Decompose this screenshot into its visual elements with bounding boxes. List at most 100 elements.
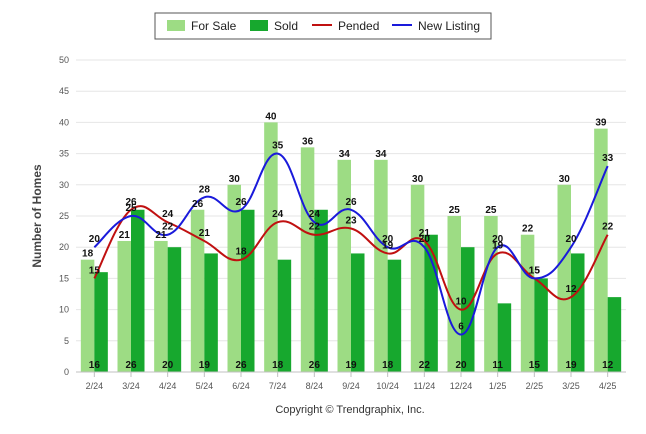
data-label-sold: 19: [345, 360, 357, 371]
data-label-pended: 22: [309, 222, 321, 233]
y-axis-label: Number of Homes: [30, 164, 44, 268]
legend-label-pended: Pended: [338, 19, 379, 33]
data-label-sold: 15: [529, 360, 541, 371]
data-label-for-sale: 22: [522, 224, 534, 235]
bar-sold: [314, 209, 328, 372]
data-label-for-sale: 21: [155, 230, 167, 241]
bar-sold: [461, 247, 475, 372]
bar-for-sale: [520, 234, 535, 372]
y-tick-label: 5: [64, 336, 69, 346]
data-label-for-sale: 30: [412, 174, 424, 185]
data-label-pended: 18: [235, 247, 247, 258]
legend-label-new-listing: New Listing: [418, 19, 480, 33]
data-label-new-listing: 26: [235, 197, 247, 208]
data-label-pended: 19: [492, 240, 504, 251]
legend-label-for-sale: For Sale: [191, 19, 237, 33]
y-tick-label: 30: [59, 180, 69, 190]
data-label-sold: 22: [419, 360, 431, 371]
data-label-sold: 12: [602, 360, 614, 371]
legend-swatch-sold: [250, 20, 268, 31]
data-label-new-listing: 33: [602, 153, 614, 164]
bar-for-sale: [264, 122, 278, 373]
x-tick-label: 6/24: [232, 381, 250, 391]
x-tick-label: 1/25: [489, 381, 507, 391]
data-label-new-listing: 20: [89, 234, 101, 245]
y-tick-label: 15: [59, 273, 69, 283]
x-tick-label: 5/24: [196, 381, 214, 391]
data-label-for-sale: 30: [229, 174, 241, 185]
bar-sold: [387, 259, 402, 372]
x-tick-label: 10/24: [376, 381, 399, 391]
data-label-for-sale: 39: [595, 118, 607, 129]
y-tick-label: 35: [59, 149, 69, 159]
data-label-pended: 15: [89, 265, 101, 276]
data-label-new-listing: 28: [199, 184, 211, 195]
y-tick-label: 45: [59, 86, 69, 96]
data-label-pended: 12: [565, 284, 577, 295]
bar-sold: [277, 259, 292, 372]
data-label-for-sale: 25: [449, 205, 461, 216]
data-label-for-sale: 34: [339, 149, 351, 160]
bar-for-sale: [374, 159, 388, 372]
bar-for-sale: [557, 184, 571, 372]
data-label-new-listing: 15: [529, 265, 541, 276]
legend-swatch-for-sale: [167, 20, 185, 31]
bar-for-sale: [410, 184, 425, 372]
data-label-pended: 23: [345, 215, 357, 226]
x-tick-label: 4/24: [159, 381, 177, 391]
data-label-sold: 19: [565, 360, 577, 371]
data-label-new-listing: 20: [382, 234, 394, 245]
y-tick-label: 25: [59, 211, 69, 221]
data-label-new-listing: 20: [565, 234, 577, 245]
data-label-new-listing: 35: [272, 141, 284, 152]
series-lines: [93, 152, 609, 336]
data-label-pended: 10: [455, 297, 467, 308]
data-label-sold: 11: [492, 360, 503, 371]
bar-sold: [204, 253, 218, 372]
y-tick-label: 0: [64, 367, 69, 377]
legend: For Sale Sold Pended New Listing: [154, 12, 492, 40]
data-label-for-sale: 34: [375, 149, 387, 160]
data-label-for-sale: 40: [265, 111, 277, 122]
data-label-new-listing: 25: [125, 203, 137, 214]
data-label-for-sale: 25: [485, 205, 497, 216]
data-label-pended: 21: [199, 228, 211, 239]
data-label-for-sale: 18: [82, 249, 94, 260]
bar-for-sale: [190, 209, 205, 372]
axes: 0 5 10 15 20 25 30 35 40 45 50 2/24 3/24 4/24 5/24 6/24…: [59, 55, 626, 391]
x-tick-label: 3/24: [122, 381, 140, 391]
data-label-new-listing: 20: [419, 234, 431, 245]
data-label-sold: 18: [382, 360, 394, 371]
legend-label-sold: Sold: [274, 19, 298, 33]
x-tick-label: 9/24: [342, 381, 360, 391]
x-tick-label: 11/24: [413, 381, 435, 391]
data-label-for-sale: 36: [302, 136, 314, 147]
bar-sold: [167, 247, 182, 372]
data-label-sold: 19: [199, 360, 211, 371]
y-tick-label: 40: [59, 117, 69, 127]
bar-for-sale: [117, 240, 131, 372]
data-label-for-sale: 21: [119, 230, 131, 241]
copyright-credit: Copyright © Trendgraphix, Inc.: [275, 404, 424, 416]
data-label-pended: 21: [419, 228, 431, 239]
x-tick-label: 3/25: [562, 381, 580, 391]
x-tick-label: 12/24: [450, 381, 473, 391]
data-label-pended: 26: [125, 197, 137, 208]
data-label-sold: 26: [309, 360, 321, 371]
data-label-new-listing: 6: [458, 322, 464, 333]
bar-sold: [351, 253, 365, 372]
y-tick-label: 50: [59, 55, 69, 65]
bars: [80, 122, 622, 373]
bar-for-sale: [154, 240, 168, 372]
data-label-new-listing: 26: [345, 197, 357, 208]
bar-sold: [497, 303, 512, 372]
y-tick-label: 20: [59, 242, 69, 252]
bar-sold: [571, 253, 585, 372]
data-labels: 1816212621202619302640183626341934183022…: [82, 111, 614, 371]
data-label-new-listing: 22: [162, 222, 174, 233]
data-label-pended: 22: [602, 222, 614, 233]
data-label-new-listing: 20: [492, 234, 504, 245]
bar-for-sale: [227, 184, 241, 372]
data-label-sold: 26: [235, 360, 247, 371]
